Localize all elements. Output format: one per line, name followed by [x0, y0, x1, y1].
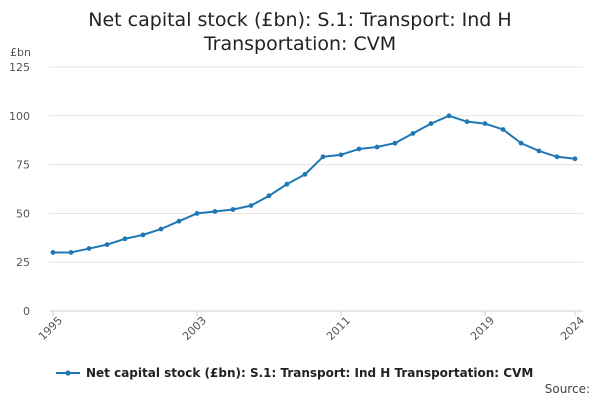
- data-point-2012[interactable]: [356, 146, 362, 152]
- data-point-1999[interactable]: [122, 236, 128, 242]
- data-point-2023[interactable]: [554, 154, 560, 160]
- chart-title-line-2: Transportation: CVM: [203, 33, 396, 55]
- data-point-2021[interactable]: [518, 140, 524, 146]
- data-point-1997[interactable]: [86, 246, 92, 251]
- series-line-0: [53, 114, 576, 254]
- data-point-2013[interactable]: [374, 144, 380, 150]
- data-point-2011[interactable]: [338, 152, 344, 158]
- data-point-1995[interactable]: [50, 250, 56, 255]
- data-point-2008[interactable]: [284, 181, 290, 187]
- data-point-2006[interactable]: [248, 203, 254, 208]
- data-point-2009[interactable]: [302, 171, 308, 177]
- data-point-2015[interactable]: [410, 130, 416, 136]
- data-point-2001[interactable]: [158, 226, 164, 232]
- data-point-2014[interactable]: [392, 140, 398, 146]
- data-point-2016[interactable]: [428, 121, 434, 127]
- chart-title: Net capital stock (£bn): S.1: Transport:…: [88, 9, 511, 55]
- data-point-2004[interactable]: [212, 209, 218, 214]
- data-point-2002[interactable]: [176, 218, 182, 224]
- series-group: [50, 113, 578, 255]
- y-tick-label-25: 25: [16, 256, 30, 269]
- y-tick-label-125: 125: [9, 61, 30, 74]
- data-point-2003[interactable]: [194, 211, 200, 216]
- x-tick-label-2011: 2011: [324, 314, 353, 343]
- y-tick-label-50: 50: [16, 207, 30, 220]
- legend-label: Net capital stock (£bn): S.1: Transport:…: [86, 366, 533, 380]
- x-tick-label-2024: 2024: [558, 314, 587, 343]
- data-point-2018[interactable]: [464, 119, 470, 125]
- data-point-2017[interactable]: [446, 113, 452, 119]
- source-label[interactable]: Source:: [545, 382, 590, 396]
- data-point-2000[interactable]: [140, 232, 146, 238]
- data-point-2005[interactable]: [230, 207, 236, 212]
- x-tick-label-1995: 1995: [36, 314, 65, 343]
- data-point-2010[interactable]: [320, 154, 326, 160]
- legend[interactable]: Net capital stock (£bn): S.1: Transport:…: [56, 366, 533, 380]
- y-tick-label-75: 75: [16, 159, 30, 172]
- data-point-2019[interactable]: [482, 121, 488, 127]
- data-point-1996[interactable]: [68, 250, 74, 255]
- data-point-2020[interactable]: [500, 127, 506, 132]
- y-tick-label-0: 0: [23, 305, 30, 318]
- x-axis: 1995 2003 2011 2019 2024: [36, 310, 587, 343]
- data-point-2022[interactable]: [536, 148, 542, 154]
- legend-swatch-marker: [65, 370, 71, 376]
- chart-title-line-1: Net capital stock (£bn): S.1: Transport:…: [88, 9, 511, 31]
- data-point-1998[interactable]: [104, 242, 110, 248]
- x-tick-label-2019: 2019: [468, 314, 497, 343]
- x-tick-label-2003: 2003: [180, 314, 209, 343]
- data-point-2024[interactable]: [572, 156, 578, 162]
- y-unit-label: £bn: [10, 46, 31, 59]
- data-point-2007[interactable]: [266, 193, 272, 199]
- y-tick-label-100: 100: [9, 110, 30, 123]
- y-axis: 0 25 50 75 100 125: [9, 61, 30, 318]
